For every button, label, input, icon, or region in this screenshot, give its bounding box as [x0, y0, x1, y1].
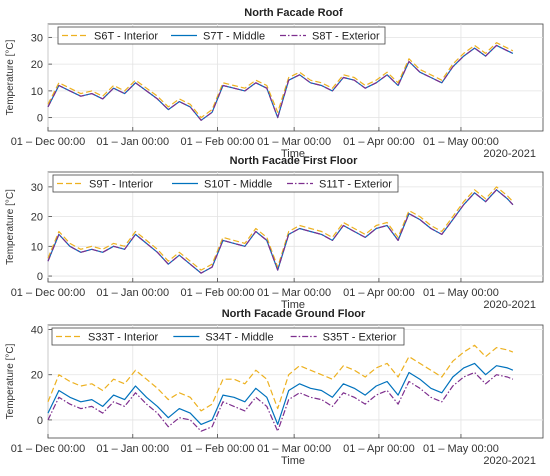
y-tick-label: 0 [37, 113, 43, 125]
x-tick-label: 01 – Jan 00:00 [96, 443, 169, 455]
y-axis-label: Temperature [°C] [5, 189, 16, 265]
x-axis-label: Time [281, 299, 305, 311]
series-line-3 [47, 189, 514, 274]
x-tick-label: 01 – Apr 00:00 [343, 443, 415, 455]
legend: S33T - Interior S34T - Middle S35T - Exter… [51, 327, 405, 346]
x-tick-label: 01 – Mar 00:00 [257, 287, 331, 299]
series-line-3 [47, 371, 514, 432]
legend-box [52, 174, 399, 193]
y-tick-label: 40 [31, 325, 43, 337]
chart-title: North Facade First Floor [230, 155, 358, 167]
chart-title: North Facade Ground Floor [222, 308, 366, 320]
chart-panel-2: North Facade First Floor 0 10 20 30 01 – Dec … [5, 155, 544, 311]
series-line-1 [47, 42, 514, 119]
y-tick-label: 20 [31, 59, 43, 71]
legend-label: S33T - Interior [88, 332, 158, 344]
x-tick-label: 01 – May 00:00 [423, 136, 499, 148]
legend-label: S9T - Interior [89, 179, 153, 191]
year-label: 2020-2021 [483, 455, 536, 467]
x-axis-label: Time [281, 148, 305, 160]
series-line-1 [47, 344, 514, 412]
y-tick-label: 30 [31, 182, 43, 194]
legend-label: S6T - Interior [94, 31, 158, 43]
y-tick-label: 10 [31, 86, 43, 98]
x-tick-label: 01 – Feb 00:00 [181, 443, 255, 455]
chart-title: North Facade Roof [244, 7, 343, 19]
y-tick-label: 10 [31, 241, 43, 253]
legend-label: S7T - Middle [203, 31, 265, 43]
legend-label: S35T - Exterior [323, 332, 397, 344]
x-tick-label: 01 – Jan 00:00 [96, 136, 169, 148]
x-tick-label: 01 – Mar 00:00 [257, 443, 331, 455]
y-tick-label: 0 [37, 415, 43, 427]
legend-box [57, 26, 386, 45]
chart-panel-3: North Facade Ground Floor 0 20 40 01 – Dec 0… [5, 308, 544, 467]
legend-label: S11T - Exterior [319, 179, 392, 191]
legend-box [51, 327, 405, 346]
x-tick-label: 01 – Dec 00:00 [11, 287, 86, 299]
x-tick-label: 01 – Feb 00:00 [181, 136, 255, 148]
x-tick-label: 01 – Feb 00:00 [181, 287, 255, 299]
x-tick-label: 01 – May 00:00 [423, 443, 499, 455]
series-line-3 [47, 44, 514, 121]
y-axis-label: Temperature [°C] [5, 39, 16, 115]
y-tick-label: 20 [31, 212, 43, 224]
y-tick-label: 0 [37, 271, 43, 283]
legend-label: S34T - Middle [205, 332, 273, 344]
series-line-2 [47, 362, 514, 425]
y-axis-label: Temperature [°C] [5, 343, 16, 419]
chart-panel-1: North Facade Roof 0 10 20 30 01 – Dec 00:00 01… [5, 7, 544, 160]
legend-label: S8T - Exterior [312, 31, 380, 43]
series-line-1 [47, 186, 514, 271]
legend: S9T - Interior S10T - Middle S11T - Exteri… [52, 174, 399, 193]
x-tick-label: 01 – Jan 00:00 [96, 287, 169, 299]
x-tick-label: 01 – May 00:00 [423, 287, 499, 299]
x-tick-label: 01 – Mar 00:00 [257, 136, 331, 148]
year-label: 2020-2021 [483, 299, 536, 311]
y-tick-label: 30 [31, 32, 43, 44]
x-tick-label: 01 – Dec 00:00 [11, 136, 86, 148]
x-tick-label: 01 – Apr 00:00 [343, 136, 415, 148]
x-axis-label: Time [281, 455, 305, 467]
x-tick-label: 01 – Apr 00:00 [343, 287, 415, 299]
legend: S6T - Interior S7T - Middle S8T - Exterior [57, 26, 386, 45]
y-tick-label: 20 [31, 370, 43, 382]
legend-label: S10T - Middle [204, 179, 272, 191]
x-tick-label: 01 – Dec 00:00 [11, 443, 86, 455]
year-label: 2020-2021 [483, 148, 536, 160]
